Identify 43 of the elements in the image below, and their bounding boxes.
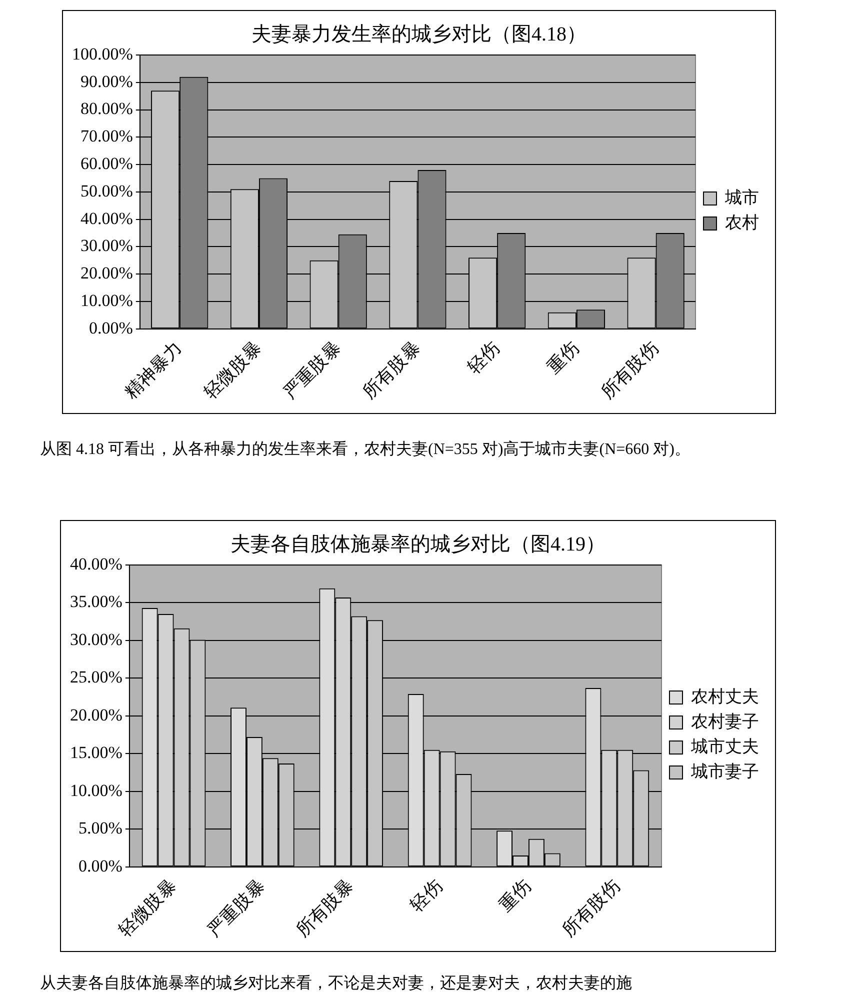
y-tick-label: 10.00% [80,290,133,310]
legend-label: 农村丈夫 [691,686,759,706]
y-tick-label: 0.00% [88,318,133,338]
x-tick-label: 所有肢伤 [558,875,624,941]
chart-title: 夫妻暴力发生率的城乡对比（图4.18） [252,23,586,46]
legend-label: 农村妻子 [691,712,759,731]
y-tick-label: 90.00% [80,72,133,91]
legend-label: 农村 [725,212,759,232]
y-tick-label: 100.00% [72,44,133,64]
x-tick-label: 精神暴力 [120,337,186,403]
y-tick-label: 0.00% [78,856,122,876]
y-tick-label: 15.00% [70,743,122,762]
y-tick-label: 20.00% [80,264,133,283]
x-tick-label: 所有肢暴 [358,337,424,403]
y-tick-label: 60.00% [80,154,133,173]
x-tick-label: 轻微肢暴 [200,337,266,403]
x-tick-label: 轻伤 [464,337,504,378]
chart-title: 夫妻各自肢体施暴率的城乡对比（图4.19） [230,533,606,556]
legend-label: 城市 [724,188,759,207]
legend-label: 城市丈夫 [690,736,759,756]
y-tick-label: 50.00% [80,181,133,200]
y-tick-label: 35.00% [70,592,122,612]
legend-label: 城市妻子 [690,762,759,781]
x-tick-label: 轻微肢暴 [114,875,180,941]
y-tick-label: 80.00% [80,99,133,118]
x-tick-label: 重伤 [495,875,535,916]
y-tick-label: 5.00% [78,818,122,838]
y-tick-label: 20.00% [70,705,122,724]
y-tick-label: 70.00% [80,126,133,146]
x-tick-label: 所有肢伤 [596,337,662,403]
y-tick-label: 40.00% [70,554,122,574]
y-tick-label: 10.00% [70,780,122,800]
y-tick-label: 30.00% [70,630,122,649]
x-tick-label: 严重肢暴 [279,337,345,403]
y-tick-label: 30.00% [80,236,133,256]
x-tick-label: 严重肢暴 [204,875,269,941]
x-tick-label: 重伤 [543,337,583,378]
x-tick-label: 轻伤 [406,875,446,916]
y-tick-label: 40.00% [80,208,133,228]
x-tick-label: 所有肢暴 [292,875,358,941]
text: 从夫妻各自肢体施暴率的城乡对比来看，不论是夫对妻，还是妻对夫，农村夫妻的施 [39,974,633,994]
text: 从图 4.18 可看出，从各种暴力的发生率来看，农村夫妻(N=355 对)高于城市夫妻(N=660 对)。 [39,440,692,460]
y-tick-label: 25.00% [70,668,122,687]
